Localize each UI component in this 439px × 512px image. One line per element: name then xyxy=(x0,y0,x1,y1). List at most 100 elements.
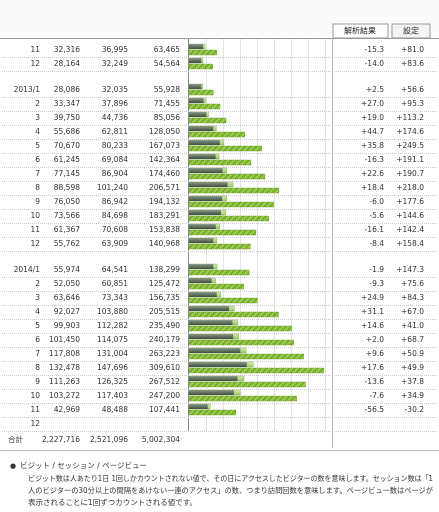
total-pageviews: 5,002,304 xyxy=(142,435,180,444)
change-year: +158.4 xyxy=(396,239,424,248)
pageviews: 71,455 xyxy=(154,99,180,108)
period: 3 xyxy=(35,113,40,122)
visits-bar xyxy=(189,292,217,297)
pageviews: 194,132 xyxy=(149,197,180,206)
change-year: +113.2 xyxy=(396,113,424,122)
visits: 55,762 xyxy=(54,239,80,248)
visits-bar xyxy=(189,154,216,159)
sessions: 64,541 xyxy=(102,265,128,274)
change-prev: +14.6 xyxy=(361,321,384,330)
change-prev: +2.0 xyxy=(366,335,384,344)
visits-bar xyxy=(189,278,212,283)
sessions: 37,896 xyxy=(102,99,128,108)
change-year: +34.9 xyxy=(401,391,424,400)
pageviews: 206,571 xyxy=(149,183,180,192)
tab[interactable] xyxy=(332,23,389,39)
period: 11 xyxy=(30,45,40,54)
pageviews-bar xyxy=(188,325,292,332)
pageviews: 85,056 xyxy=(154,113,180,122)
pageviews-bar xyxy=(188,353,304,360)
sessions: 131,004 xyxy=(97,349,128,358)
period: 8 xyxy=(35,363,40,372)
visits-bar xyxy=(189,44,204,49)
period: 11 xyxy=(30,225,40,234)
sessions: 62,811 xyxy=(102,127,128,136)
total-visits: 2,227,716 xyxy=(42,435,80,444)
pageviews: 107,441 xyxy=(149,405,180,414)
visits: 132,478 xyxy=(49,363,80,372)
change-prev: -13.6 xyxy=(365,377,385,386)
visits-bar xyxy=(189,84,202,89)
note-line: 人のビジターの30分以上の間隔をあけない一連のアクセス」の数、つまり訪問回数を意… xyxy=(28,485,433,495)
visits-bar xyxy=(189,334,234,339)
pageviews-bar xyxy=(188,339,294,346)
pageviews-bar xyxy=(188,201,274,208)
period: 8 xyxy=(35,183,40,192)
pageviews: 267,512 xyxy=(149,377,180,386)
visits-bar xyxy=(189,98,204,103)
pageviews-bar xyxy=(188,243,251,250)
visits: 88,598 xyxy=(54,183,80,192)
visits-bar xyxy=(189,182,228,187)
sessions: 32,249 xyxy=(102,59,128,68)
sessions: 32,035 xyxy=(102,85,128,94)
pageviews: 240,179 xyxy=(149,335,180,344)
change-prev: -56.5 xyxy=(365,405,385,414)
tab-label[interactable]: 解析結果 xyxy=(344,26,376,36)
change-year: +68.7 xyxy=(401,335,424,344)
visits-bar xyxy=(189,264,214,269)
change-year: +142.4 xyxy=(396,225,424,234)
sessions: 101,240 xyxy=(97,183,128,192)
visits: 42,969 xyxy=(54,405,80,414)
visits-bar xyxy=(189,112,207,117)
pageviews: 128,050 xyxy=(149,127,180,136)
pageviews-bar xyxy=(188,215,270,222)
change-prev: -14.0 xyxy=(365,59,385,68)
pageviews-bar xyxy=(188,409,236,416)
visits: 99,903 xyxy=(54,321,80,330)
change-prev: +9.6 xyxy=(366,349,384,358)
visits: 61,367 xyxy=(54,225,80,234)
visits: 73,566 xyxy=(54,211,80,220)
pageviews-bar xyxy=(188,131,245,138)
change-year: +49.9 xyxy=(401,363,424,372)
pageviews-bar xyxy=(188,145,262,152)
visits-bar xyxy=(189,390,234,395)
change-year: +191.1 xyxy=(396,155,424,164)
change-prev: +35.8 xyxy=(361,141,384,150)
change-year: +218.0 xyxy=(396,183,424,192)
change-prev: +31.1 xyxy=(361,307,384,316)
visits-bar xyxy=(189,168,223,173)
change-year: +37.8 xyxy=(401,377,424,386)
change-year: +147.3 xyxy=(396,265,424,274)
note-line: ビジット数は人あたり1日 1回しかカウントされない値で、その日にアクセスしたビジ… xyxy=(28,473,433,483)
change-prev: -1.9 xyxy=(369,265,384,274)
visits-bar xyxy=(189,320,233,325)
visits: 77,145 xyxy=(54,169,80,178)
tab-label[interactable]: 設定 xyxy=(403,26,419,36)
change-prev: +22.6 xyxy=(361,169,384,178)
visits-bar xyxy=(189,210,222,215)
pageviews: 205,515 xyxy=(149,307,180,316)
pageviews-bar xyxy=(188,63,213,70)
sessions: 84,698 xyxy=(102,211,128,220)
sessions: 48,488 xyxy=(102,405,128,414)
change-year: +41.0 xyxy=(401,321,424,330)
change-year: +75.6 xyxy=(401,279,424,288)
period: 7 xyxy=(35,169,40,178)
visits: 32,316 xyxy=(54,45,80,54)
tab[interactable] xyxy=(391,23,431,39)
note-title: ビジット / セッション / ページビュー xyxy=(20,461,147,470)
visits: 61,245 xyxy=(54,155,80,164)
change-year: -30.2 xyxy=(405,405,425,414)
visits-bar xyxy=(189,126,214,131)
change-prev: -15.3 xyxy=(365,45,385,54)
change-prev: -9.3 xyxy=(369,279,384,288)
period: 12 xyxy=(30,59,40,68)
pageviews-bar xyxy=(188,117,227,124)
pageviews: 156,735 xyxy=(149,293,180,302)
pageviews: 63,465 xyxy=(154,45,180,54)
sessions: 60,851 xyxy=(102,279,128,288)
pageviews-bar xyxy=(188,187,280,194)
visits: 101,450 xyxy=(49,335,80,344)
